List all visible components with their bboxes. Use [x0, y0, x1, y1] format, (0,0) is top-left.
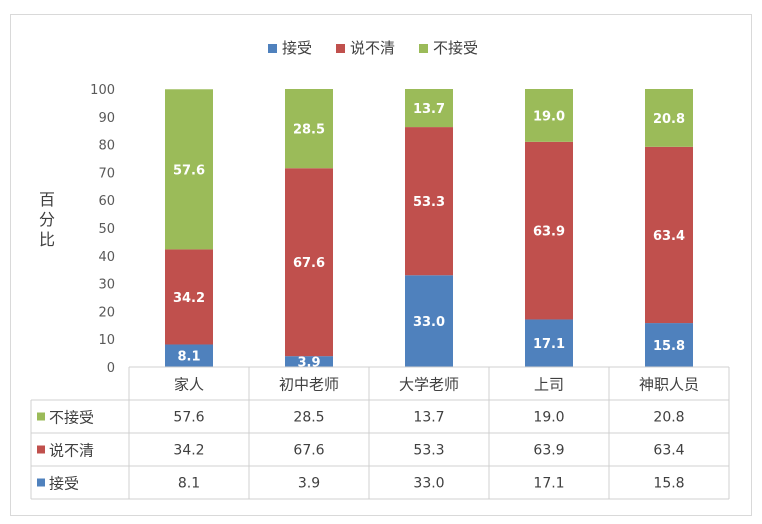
table-cell: 13.7 [413, 410, 444, 426]
bar-segment [405, 89, 453, 128]
y-tick-label: 90 [98, 111, 115, 126]
table-cell: 63.9 [533, 443, 564, 459]
y-tick-label: 0 [107, 361, 115, 376]
data-label: 20.8 [653, 112, 685, 127]
y-tick-label: 10 [98, 333, 115, 348]
bar-segment [285, 89, 333, 169]
table-cell: 67.6 [293, 443, 324, 459]
bar-segment [285, 356, 333, 367]
data-label: 3.9 [297, 356, 320, 371]
table-cell: 15.8 [653, 476, 684, 492]
bar-segment [165, 249, 213, 345]
table-cell: 28.5 [293, 410, 324, 426]
table-cell: 34.2 [173, 443, 204, 459]
table-cell: 3.9 [298, 476, 320, 492]
bar-segment [165, 344, 213, 367]
category-label: 神职人员 [639, 376, 699, 394]
table-cell: 8.1 [178, 476, 200, 492]
data-label: 19.0 [533, 109, 565, 124]
y-tick-label: 80 [98, 139, 115, 154]
legend-label-0: 接受 [282, 39, 312, 57]
bar-segment [525, 141, 573, 320]
category-label: 大学老师 [399, 376, 459, 394]
bar-segment [645, 146, 693, 324]
chart-frame: 接受 说不清 不接受 0 10 20 30 40 50 60 70 80 90 100 百分比 8.1 34.2… [10, 14, 752, 516]
bar-segment [165, 89, 213, 250]
legend-swatch-0 [268, 44, 277, 53]
legend-label-1: 说不清 [350, 39, 395, 57]
table-legend-key [37, 445, 45, 454]
data-label: 53.3 [413, 195, 445, 210]
legend-label-2: 不接受 [433, 39, 478, 57]
y-axis-title-char: 分 [39, 210, 55, 229]
table-cell: 19.0 [533, 410, 564, 426]
table-cell: 20.8 [653, 410, 684, 426]
table-legend-key [37, 478, 45, 487]
data-label: 67.6 [293, 256, 325, 271]
data-label: 63.4 [653, 229, 685, 244]
stacked-bar-chart: 接受 说不清 不接受0102030405060708090100百分比8.134.2… [30, 39, 730, 500]
table-series-name: 接受 [49, 475, 79, 493]
y-tick-label: 50 [98, 222, 115, 237]
legend-swatch-2 [419, 44, 428, 53]
y-tick-label: 70 [98, 166, 115, 181]
data-label: 33.0 [413, 315, 445, 330]
category-label: 家人 [174, 376, 204, 394]
table-cell: 33.0 [413, 476, 444, 492]
bar-segment [645, 323, 693, 367]
data-label: 8.1 [177, 350, 200, 365]
data-label: 63.9 [533, 225, 565, 240]
bar-segment [405, 127, 453, 276]
table-cell: 57.6 [173, 410, 204, 426]
y-tick-label: 60 [98, 194, 115, 209]
data-label: 34.2 [173, 291, 205, 306]
y-tick-label: 40 [98, 250, 115, 265]
data-label: 57.6 [173, 163, 205, 178]
table-cell: 17.1 [533, 476, 564, 492]
table-cell: 63.4 [653, 443, 684, 459]
bar-segment [405, 275, 453, 367]
y-axis-title-char: 比 [39, 230, 55, 249]
category-label: 初中老师 [279, 376, 339, 394]
table-legend-key [37, 412, 45, 421]
data-label: 13.7 [413, 102, 445, 117]
data-label: 17.1 [533, 337, 565, 352]
bar-segment [645, 89, 693, 147]
bar-segment [285, 168, 333, 357]
y-axis-title-char: 百 [39, 190, 55, 209]
category-label: 上司 [534, 376, 564, 394]
bar-segment [525, 89, 573, 142]
data-label: 28.5 [293, 123, 325, 138]
legend-swatch-1 [336, 44, 345, 53]
y-tick-label: 30 [98, 278, 115, 293]
table-series-name: 说不清 [49, 442, 94, 460]
table-cell: 53.3 [413, 443, 444, 459]
y-tick-label: 20 [98, 305, 115, 320]
data-label: 15.8 [653, 339, 685, 354]
y-tick-label: 100 [90, 83, 115, 98]
bar-segment [525, 319, 573, 367]
table-series-name: 不接受 [49, 409, 94, 427]
